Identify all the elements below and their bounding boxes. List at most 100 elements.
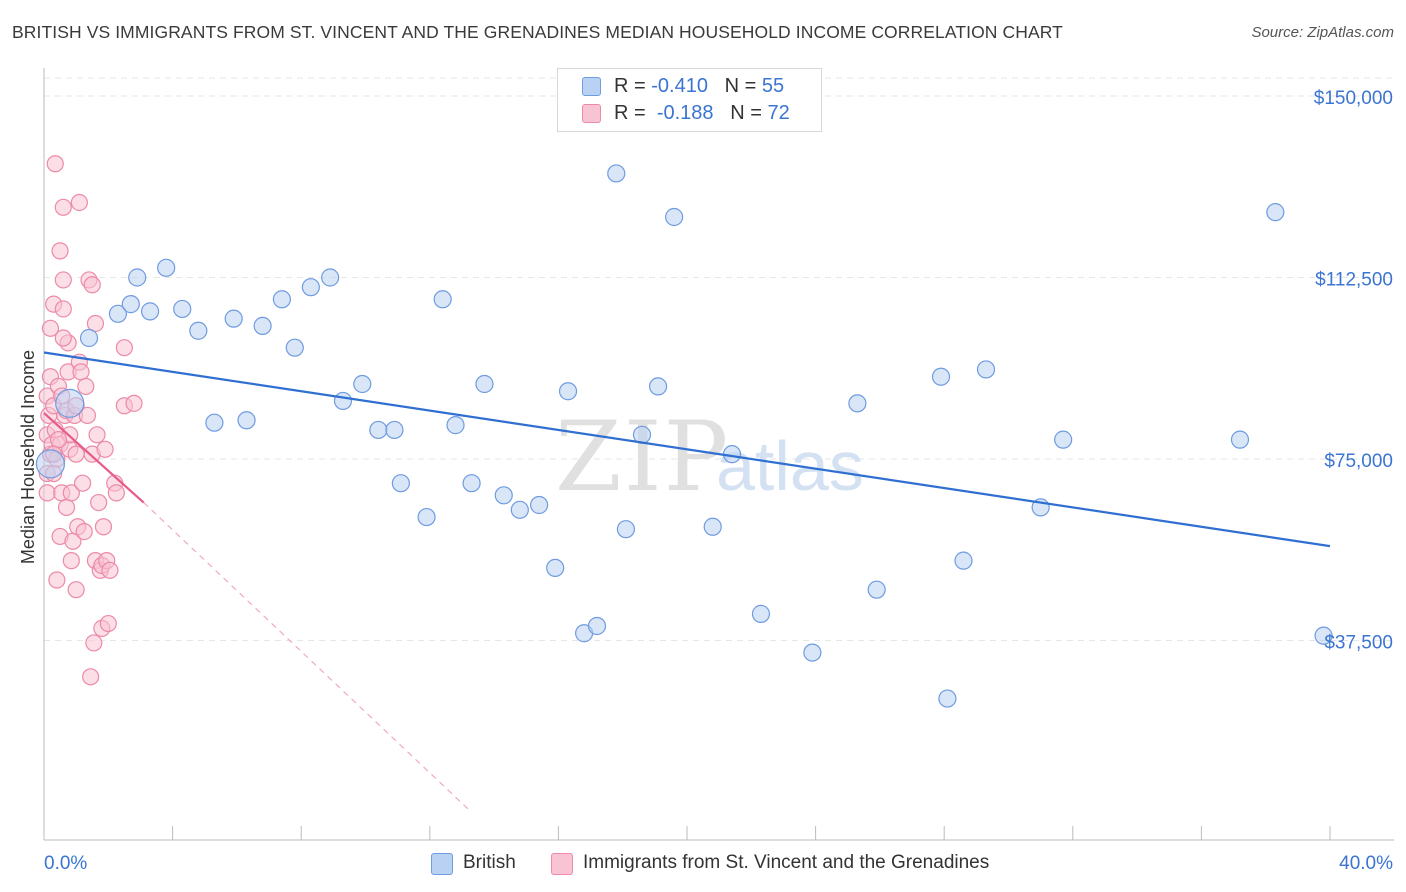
svg-trend-extension	[143, 502, 473, 813]
british-point	[931, 367, 951, 386]
svg-point	[125, 394, 143, 412]
british-point	[108, 304, 128, 323]
r-value-svg: -0.188	[656, 102, 714, 124]
n-value-svg: 72	[767, 102, 790, 124]
british-point	[391, 474, 410, 493]
british-legend-swatch	[431, 853, 453, 875]
svg-point	[54, 198, 72, 216]
british-point	[616, 520, 636, 539]
watermark-zip: ZIP	[555, 401, 730, 513]
svg-point	[67, 581, 85, 599]
svg-point	[96, 440, 114, 458]
british-point	[1054, 430, 1073, 449]
svg-trend-line	[43, 412, 145, 504]
chart-title: BRITISH VS IMMIGRANTS FROM ST. VINCENT A…	[12, 22, 1063, 42]
r-label: R =	[614, 102, 652, 124]
svg-point	[72, 363, 90, 381]
british-point	[976, 360, 996, 379]
svg-point	[75, 522, 93, 541]
british-legend-label: British	[463, 852, 516, 873]
n-value-british: 55	[761, 75, 785, 97]
british-point	[189, 321, 208, 340]
svg-point	[70, 193, 88, 212]
svg-point	[73, 474, 92, 492]
british-point	[751, 604, 771, 623]
british-point	[587, 616, 607, 636]
british-point	[321, 268, 340, 287]
british-point	[433, 290, 452, 309]
svg-point	[62, 484, 80, 502]
british-point	[417, 507, 436, 527]
y-axis-label: Median Household Income	[18, 350, 38, 564]
svg-point	[46, 155, 64, 173]
british-point	[446, 416, 465, 435]
svg-point	[82, 668, 100, 686]
svg-point	[54, 271, 72, 289]
british-point	[530, 495, 549, 515]
british-point	[157, 258, 176, 277]
svg-point	[115, 339, 133, 357]
british-point	[1314, 626, 1333, 645]
svg-point	[85, 634, 103, 652]
x-tick-labels: 0.0% 40.0%	[44, 853, 1393, 874]
correlation-legend: R = -0.410 N = 55 R = -0.188 N = 72	[557, 68, 822, 132]
svg-point	[57, 498, 76, 516]
british-point	[140, 302, 160, 321]
british-point	[79, 328, 99, 348]
series-british-points	[35, 164, 1333, 708]
svg-point	[83, 276, 101, 294]
british-point	[938, 689, 957, 708]
british-point	[867, 580, 886, 599]
svg-legend-swatch	[551, 853, 573, 875]
british-point	[121, 295, 140, 314]
british-point	[648, 377, 668, 396]
british-point	[128, 268, 147, 287]
svg-point	[94, 518, 113, 536]
british-point	[173, 299, 192, 319]
british-point	[954, 551, 973, 570]
y-tick-label: $112,500	[1315, 270, 1393, 291]
british-point	[353, 374, 372, 394]
watermark-atlas: atlas	[716, 427, 864, 505]
x-tick-label-max: 40.0%	[1339, 853, 1393, 874]
svg-swatch	[582, 104, 601, 123]
british-point	[607, 164, 626, 183]
british-point	[665, 207, 684, 227]
svg-point	[51, 242, 69, 260]
y-tick-label: $150,000	[1314, 88, 1393, 109]
svg-point	[54, 329, 72, 347]
british-point	[205, 413, 224, 432]
series-svg-points	[38, 155, 143, 686]
british-trend-line	[43, 351, 1331, 548]
british-point	[55, 388, 85, 418]
y-tick-labels: $37,500 $75,000 $112,500 $150,000	[1314, 88, 1393, 654]
british-point	[1266, 203, 1285, 222]
svg-point	[90, 493, 108, 512]
svg-point	[88, 426, 106, 444]
svg-point	[86, 314, 105, 333]
svg-point	[48, 571, 66, 589]
svg-point	[77, 377, 95, 395]
british-point	[475, 374, 494, 394]
y-tick-label: $37,500	[1324, 633, 1393, 654]
gridlines	[44, 77, 1394, 641]
x-tick-label-min: 0.0%	[44, 853, 87, 874]
british-point	[385, 420, 404, 440]
british-point	[494, 486, 513, 505]
svg-point	[107, 484, 125, 502]
british-point	[1230, 430, 1250, 449]
british-point	[462, 474, 481, 493]
legend-text-svg: R = -0.188 N = 72	[614, 102, 790, 125]
svg-point	[62, 552, 80, 570]
source-credit: Source: ZipAtlas.com	[1251, 24, 1394, 41]
british-point	[301, 278, 320, 297]
british-point	[848, 394, 867, 413]
svg-point	[67, 445, 85, 463]
british-point	[285, 338, 304, 357]
british-point	[803, 643, 822, 662]
british-point	[546, 558, 565, 578]
british-point	[510, 500, 529, 519]
british-point	[35, 449, 66, 479]
svg-point	[38, 484, 56, 502]
